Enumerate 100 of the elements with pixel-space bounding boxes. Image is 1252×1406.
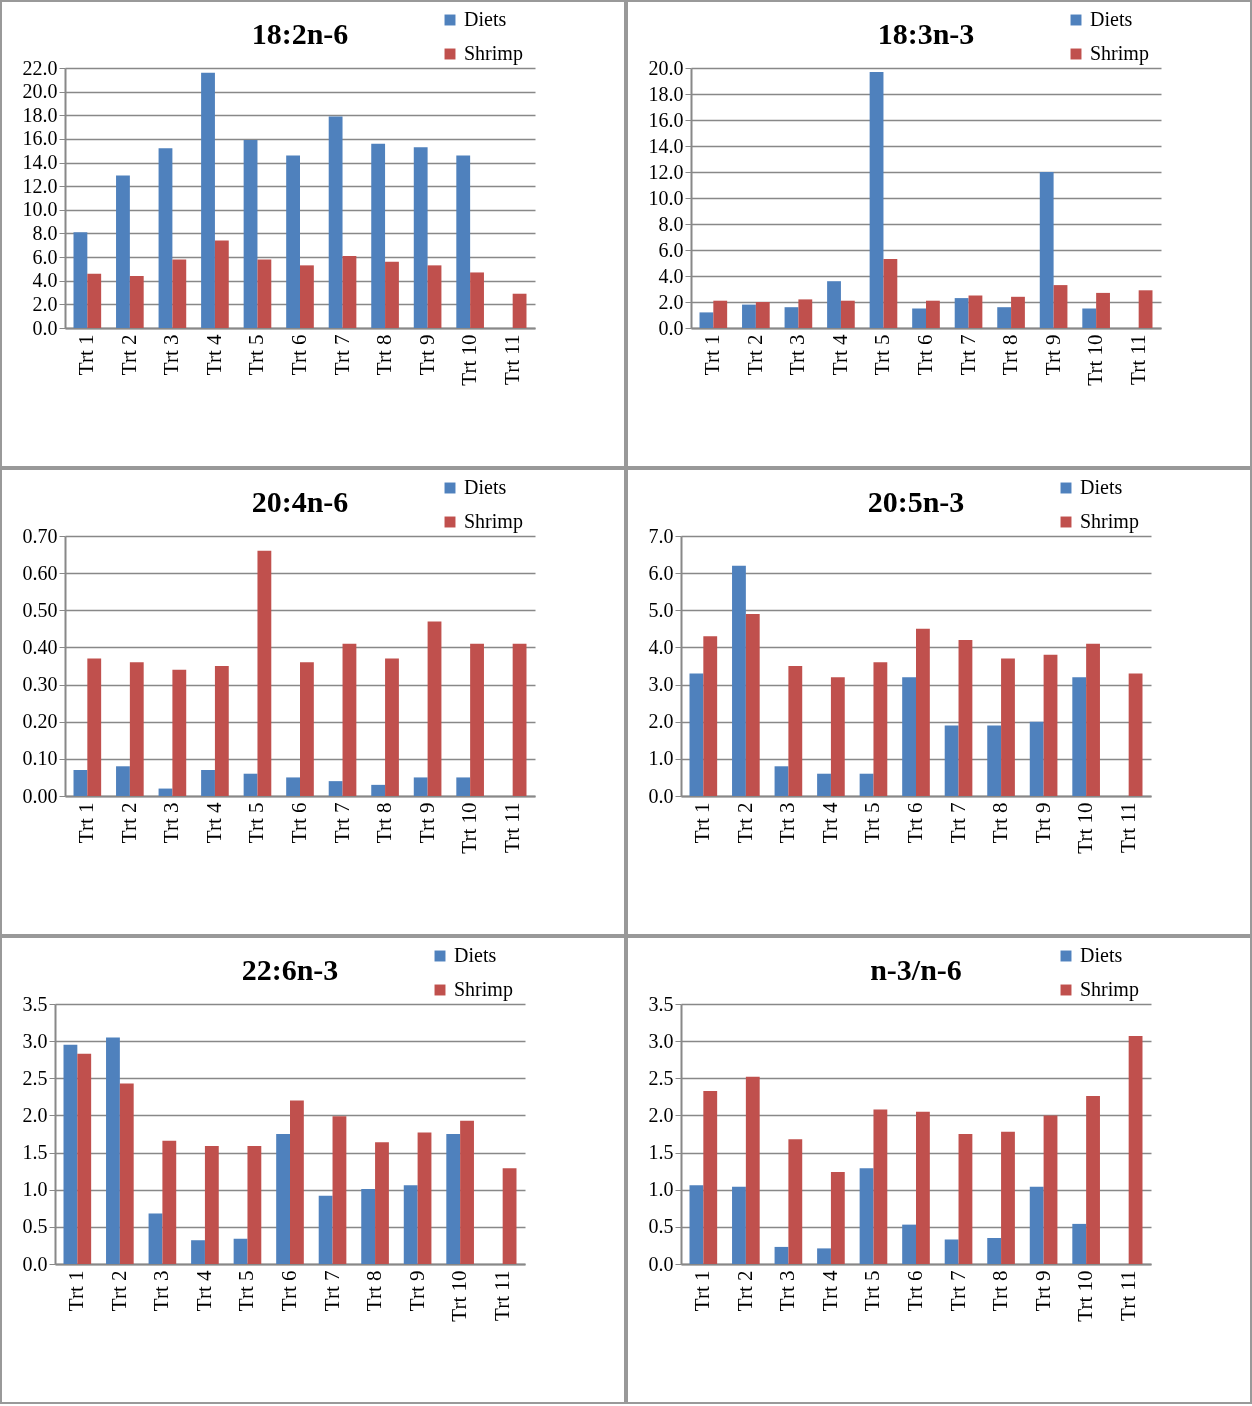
x-tick-label: Trt 7: [319, 1270, 344, 1312]
bar: [502, 1168, 517, 1264]
bar: [328, 116, 343, 328]
y-tick-label: 3.0: [648, 673, 674, 696]
x-tick-label: Trt 9: [414, 802, 439, 844]
x-tick-label: Trt 5: [860, 1270, 885, 1312]
y-tick-label: 4.0: [658, 264, 684, 287]
bar: [286, 777, 300, 796]
y-tick-label: 0.50: [22, 598, 58, 621]
bar: [788, 666, 803, 796]
bar: [774, 766, 789, 796]
bar: [745, 1076, 760, 1264]
x-tick-label: Trt 4: [201, 802, 226, 844]
chart-title: 18:3n-3: [877, 17, 975, 50]
x-tick-label: Trt 7: [329, 802, 354, 844]
bar: [63, 1044, 78, 1264]
y-tick-label: 0.0: [648, 1252, 674, 1275]
y-tick-label: 0.0: [22, 1252, 48, 1275]
chart-title: 20:5n-3: [867, 485, 965, 518]
chart-title: 18:2n-6: [251, 17, 349, 50]
x-tick-label: Trt 1: [690, 1270, 715, 1312]
bar: [243, 140, 258, 328]
bar: [732, 565, 746, 796]
x-tick-label: Trt 11: [1115, 802, 1140, 853]
y-tick-label: 4.0: [648, 635, 674, 658]
x-tick-label: Trt 11: [1115, 1270, 1140, 1321]
y-tick-label: 12.0: [648, 160, 684, 183]
bar: [742, 304, 756, 328]
x-tick-label: Trt 6: [277, 1270, 301, 1312]
x-tick-label: Trt 6: [287, 802, 311, 844]
legend-label: Diets: [464, 8, 507, 30]
bar: [403, 1185, 418, 1264]
bar: [1053, 285, 1068, 328]
x-tick-label: Trt 10: [457, 334, 482, 386]
y-tick-label: 0.5: [648, 1215, 674, 1238]
y-tick-label: 0.0: [658, 316, 684, 339]
x-tick-label: Trt 2: [742, 334, 767, 376]
x-tick-label: Trt 10: [457, 802, 482, 854]
bar: [257, 259, 272, 328]
x-tick-label: Trt 7: [945, 1270, 970, 1312]
bar: [699, 312, 714, 328]
y-tick-label: 12.0: [22, 174, 58, 197]
x-tick-label: Trt 8: [988, 1270, 1013, 1312]
bar: [817, 1248, 831, 1264]
bar: [417, 1132, 432, 1264]
x-tick-label: Trt 1: [74, 334, 99, 376]
bar: [916, 1111, 930, 1264]
bar: [276, 1134, 290, 1264]
bar: [1043, 1115, 1058, 1264]
legend-label: Diets: [1090, 8, 1133, 30]
bar: [958, 640, 973, 796]
bar: [87, 658, 102, 796]
x-tick-label: Trt 6: [903, 802, 927, 844]
bar: [385, 658, 399, 796]
bar: [446, 1134, 461, 1264]
legend-label: Diets: [1080, 944, 1123, 966]
bar: [342, 643, 357, 796]
legend-label: Shrimp: [1090, 42, 1149, 65]
bar: [342, 255, 357, 328]
chart-title: n-3/n-6: [870, 953, 962, 986]
bar: [840, 300, 855, 328]
bar: [703, 1090, 718, 1264]
bar: [257, 550, 272, 796]
bar: [318, 1195, 333, 1264]
bar: [191, 1240, 205, 1264]
bar: [784, 307, 799, 328]
y-tick-label: 1.0: [648, 747, 674, 770]
x-tick-label: Trt 2: [116, 802, 141, 844]
bar: [460, 1120, 474, 1264]
y-tick-label: 2.0: [658, 290, 684, 313]
bar: [788, 1139, 803, 1264]
bar: [1001, 658, 1015, 796]
x-tick-label: Trt 5: [870, 334, 895, 376]
bar: [162, 1140, 177, 1264]
y-tick-label: 0.70: [22, 524, 58, 547]
bar: [830, 677, 845, 796]
x-tick-label: Trt 3: [159, 334, 184, 376]
x-tick-label: Trt 8: [362, 1270, 387, 1312]
bar: [827, 281, 841, 328]
x-tick-label: Trt 3: [775, 802, 800, 844]
y-tick-label: 4.0: [32, 269, 58, 292]
y-tick-label: 10.0: [648, 186, 684, 209]
y-tick-label: 10.0: [22, 198, 58, 221]
bar: [1128, 673, 1143, 796]
legend-label: Diets: [464, 476, 507, 498]
y-tick-label: 2.5: [648, 1066, 674, 1089]
bar: [470, 272, 484, 328]
bar: [456, 155, 471, 328]
bar: [1086, 1096, 1100, 1264]
bar: [1128, 1035, 1143, 1264]
bar: [859, 1168, 874, 1264]
bar: [106, 1037, 120, 1264]
y-tick-label: 2.0: [648, 710, 674, 733]
bar: [1029, 1186, 1044, 1264]
bar: [1039, 172, 1054, 328]
x-tick-label: Trt 5: [234, 1270, 259, 1312]
bar: [732, 1186, 746, 1264]
x-tick-label: Trt 1: [74, 802, 99, 844]
bar: [332, 1116, 347, 1264]
y-tick-label: 5.0: [648, 598, 674, 621]
